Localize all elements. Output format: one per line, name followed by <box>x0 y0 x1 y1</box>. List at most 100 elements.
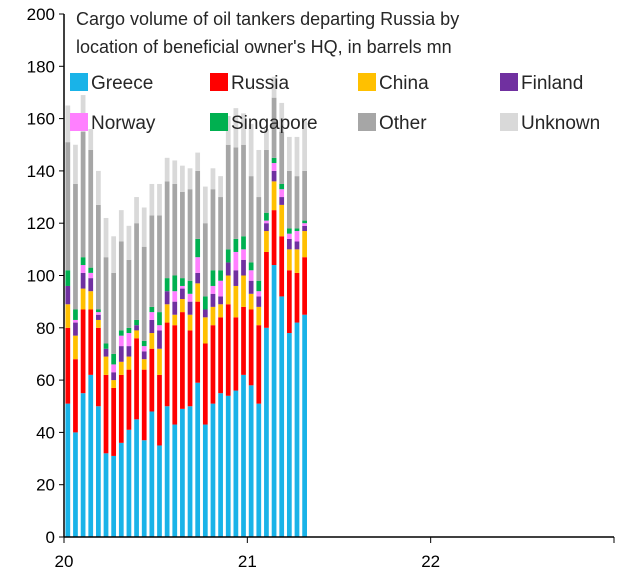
bar-segment-finland <box>65 285 71 305</box>
legend-swatch <box>500 73 518 91</box>
bar-segment-china <box>164 304 170 323</box>
y-tick-label: 180 <box>27 57 55 76</box>
bar-segment-norway <box>157 325 162 331</box>
bar-segment-finland <box>126 346 132 357</box>
bar-segment-greece <box>195 382 201 537</box>
legend-item-singapore: Singapore <box>210 113 318 134</box>
bar-segment-unknown <box>157 183 162 216</box>
bar-segment-norway <box>96 312 101 315</box>
bar-segment-singapore <box>134 319 139 326</box>
bar-segment-russia <box>80 309 86 394</box>
bar-segment-other <box>279 131 285 184</box>
bar-segment-finland <box>80 272 86 289</box>
bar-segment-china <box>225 275 231 305</box>
bar-segment-singapore <box>218 270 223 281</box>
legend-label: Russia <box>231 73 290 94</box>
bar-segment-greece <box>241 374 246 537</box>
bar-segment-russia <box>103 374 109 454</box>
bar-segment-singapore <box>164 278 170 292</box>
bar-segment-china <box>218 304 223 318</box>
bar-segment-other <box>248 176 254 263</box>
bar-segment-other <box>80 131 86 258</box>
legend-item-unknown: Unknown <box>500 113 600 134</box>
bar-segment-russia <box>157 374 162 446</box>
chart-title-line-1: Cargo volume of oil tankers departing Ru… <box>76 9 459 29</box>
bar-segment-russia <box>126 369 132 430</box>
bar-segment-singapore <box>202 296 208 310</box>
bar-segment-finland <box>241 259 246 276</box>
bar-segment-unknown <box>164 157 170 182</box>
bar-segment-finland <box>118 346 124 362</box>
bar-segment-greece <box>279 296 285 537</box>
bar-segment-finland <box>73 322 78 336</box>
bar-segment-russia <box>96 327 101 407</box>
bar-segment-norway <box>180 285 185 289</box>
legend-label: China <box>379 73 429 94</box>
bar-segment-norway <box>279 189 285 198</box>
bar-segment-greece <box>225 395 231 537</box>
bar-segment-greece <box>134 419 139 537</box>
bar-segment-finland <box>225 262 231 276</box>
bar-segment-china <box>96 319 101 328</box>
bar-segment-norway <box>88 272 94 279</box>
bar-segment-other <box>286 170 292 229</box>
chart-title: Cargo volume of oil tankers departing Ru… <box>76 9 459 57</box>
bar-segment-china <box>286 249 292 271</box>
bar-segment-china <box>187 314 193 331</box>
y-tick-label: 140 <box>27 162 55 181</box>
bar-segment-china <box>73 335 78 360</box>
bar-segment-norway <box>195 257 201 273</box>
bar-segment-russia <box>233 317 239 391</box>
bar-segment-finland <box>279 197 285 205</box>
legend-item-russia: Russia <box>210 73 290 94</box>
bar-segment-singapore <box>271 157 277 164</box>
bar-segment-other <box>294 176 300 229</box>
bar-segment-unknown <box>233 108 239 148</box>
bar-segment-other <box>218 197 223 271</box>
bar-segment-unknown <box>302 121 307 171</box>
bar-segment-china <box>172 314 178 326</box>
bar-segment-norway <box>111 364 117 373</box>
bar-segment-china <box>264 231 269 252</box>
bar-segment-singapore <box>157 312 162 326</box>
bar-segment-finland <box>141 351 147 360</box>
bar-segment-singapore <box>195 238 201 258</box>
bar-segment-russia <box>164 322 170 407</box>
bar-segment-other <box>172 183 178 276</box>
legend-swatch <box>70 73 88 91</box>
bar-segment-singapore <box>118 330 124 336</box>
bar-segment-other <box>241 144 246 237</box>
bar-segment-china <box>294 249 300 273</box>
bar-segment-greece <box>80 393 86 537</box>
bar-segment-china <box>195 283 201 302</box>
bar-segment-singapore <box>264 212 269 221</box>
bar-segment-russia <box>141 369 147 441</box>
bar-segment-other <box>111 272 117 354</box>
legend-item-greece: Greece <box>70 73 153 94</box>
bar-segment-greece <box>88 374 94 537</box>
bar-segment-finland <box>271 170 277 182</box>
bar-segment-china <box>210 306 216 326</box>
bar-segment-other <box>96 204 101 310</box>
bar-segment-singapore <box>279 183 285 190</box>
bar-segment-norway <box>294 231 300 242</box>
bar-segment-singapore <box>302 220 307 224</box>
bar-segment-other <box>141 246 147 341</box>
bar-segment-norway <box>286 233 292 239</box>
bar-segment-other <box>149 215 155 307</box>
bar-segment-norway <box>80 265 86 273</box>
bar-segment-singapore <box>256 280 262 292</box>
bar-segment-greece <box>141 440 147 537</box>
bar-segment-singapore <box>103 343 109 349</box>
bar-segment-russia <box>225 304 231 396</box>
bar-segment-russia <box>286 270 292 334</box>
legend-label: Greece <box>91 73 153 94</box>
bar-segment-finland <box>172 301 178 315</box>
bar-segment-greece <box>187 406 193 537</box>
bar-segment-unknown <box>118 210 124 242</box>
bar-segment-greece <box>248 385 254 537</box>
bar-segment-finland <box>103 348 109 357</box>
bar-segment-russia <box>218 317 223 394</box>
